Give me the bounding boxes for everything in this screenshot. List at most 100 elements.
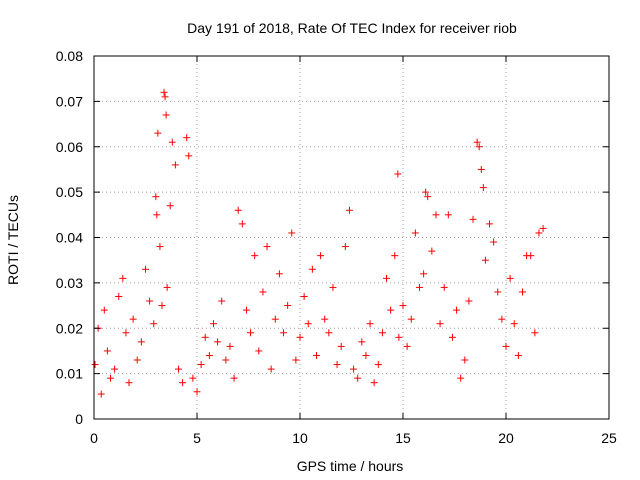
data-point: [535, 229, 543, 237]
data-point: [366, 320, 374, 328]
y-tick-label: 0.03: [56, 275, 83, 291]
data-point: [193, 388, 201, 396]
data-point: [129, 315, 137, 323]
data-points: [91, 88, 547, 398]
data-point: [448, 333, 456, 341]
data-point: [154, 129, 162, 137]
data-point: [527, 252, 535, 260]
data-point: [209, 320, 217, 328]
data-point: [179, 379, 187, 387]
data-point: [168, 138, 176, 146]
data-point: [403, 342, 411, 350]
data-point: [415, 283, 423, 291]
x-axis-label: GPS time / hours: [297, 458, 404, 474]
data-point: [259, 288, 267, 296]
data-point: [97, 390, 105, 398]
data-point: [394, 170, 402, 178]
y-tick-label: 0.05: [56, 184, 83, 200]
data-point: [539, 224, 547, 232]
data-point: [214, 338, 222, 346]
data-point: [358, 338, 366, 346]
data-point: [226, 342, 234, 350]
data-point: [391, 252, 399, 260]
data-point: [247, 329, 255, 337]
y-tick-label: 0: [75, 411, 83, 427]
data-point: [119, 274, 127, 282]
data-point: [284, 302, 292, 310]
data-point: [374, 361, 382, 369]
data-point: [103, 347, 111, 355]
grid: [94, 56, 609, 419]
data-point: [337, 342, 345, 350]
data-point: [370, 379, 378, 387]
data-point: [378, 329, 386, 337]
data-point: [197, 361, 205, 369]
data-point: [407, 315, 415, 323]
data-point: [531, 329, 539, 337]
data-point: [142, 265, 149, 273]
data-point: [238, 220, 246, 228]
x-tick-label: 10: [292, 430, 308, 446]
data-point: [153, 211, 161, 219]
data-point: [490, 238, 498, 246]
data-point: [137, 338, 145, 346]
data-point: [453, 306, 461, 314]
x-tick-label: 15: [395, 430, 411, 446]
y-tick-label: 0.02: [56, 320, 83, 336]
data-point: [475, 143, 483, 151]
y-axis-ticks: 0 0.01 0.02 0.03 0.04 0.05 0.06 0.07 0.08: [56, 48, 609, 427]
data-point: [321, 315, 329, 323]
data-point: [91, 361, 99, 369]
data-point: [150, 320, 158, 328]
y-axis-label: ROTI / TECUs: [5, 195, 21, 285]
y-tick-label: 0.01: [56, 366, 83, 382]
x-tick-label: 5: [193, 430, 201, 446]
data-point: [422, 188, 430, 196]
data-point: [383, 274, 391, 282]
data-point: [506, 274, 514, 282]
data-point: [354, 374, 362, 382]
data-point: [163, 283, 171, 291]
data-point: [122, 329, 130, 337]
data-point: [457, 374, 465, 382]
data-point: [444, 211, 452, 219]
data-point: [304, 320, 312, 328]
data-point: [317, 252, 325, 260]
data-point: [158, 302, 166, 310]
data-point: [111, 365, 119, 373]
data-point: [171, 161, 179, 169]
data-point: [440, 283, 448, 291]
data-point: [234, 206, 242, 214]
x-tick-label: 0: [90, 430, 98, 446]
data-point: [267, 365, 275, 373]
data-point: [465, 297, 473, 305]
data-point: [325, 329, 333, 337]
data-point: [436, 320, 444, 328]
data-point: [133, 356, 141, 364]
x-tick-label: 25: [601, 430, 617, 446]
data-point: [242, 306, 250, 314]
data-point: [502, 342, 510, 350]
data-point: [162, 111, 170, 119]
data-point: [100, 306, 108, 314]
data-point: [271, 315, 279, 323]
data-point: [174, 365, 182, 373]
data-point: [428, 247, 436, 255]
data-point: [362, 351, 370, 359]
data-point: [350, 365, 358, 373]
data-point: [399, 302, 407, 310]
data-point: [486, 220, 494, 228]
data-point: [296, 333, 304, 341]
x-axis-ticks: 0 5 10 15 20 25: [90, 56, 617, 446]
data-point: [218, 297, 226, 305]
data-point: [292, 356, 300, 364]
data-point: [275, 270, 283, 278]
data-point: [498, 315, 506, 323]
data-point: [161, 93, 169, 101]
data-point: [481, 256, 489, 264]
y-tick-label: 0.04: [56, 230, 83, 246]
data-point: [432, 211, 440, 219]
data-point: [494, 288, 502, 296]
data-point: [280, 329, 288, 337]
data-point: [424, 193, 432, 201]
